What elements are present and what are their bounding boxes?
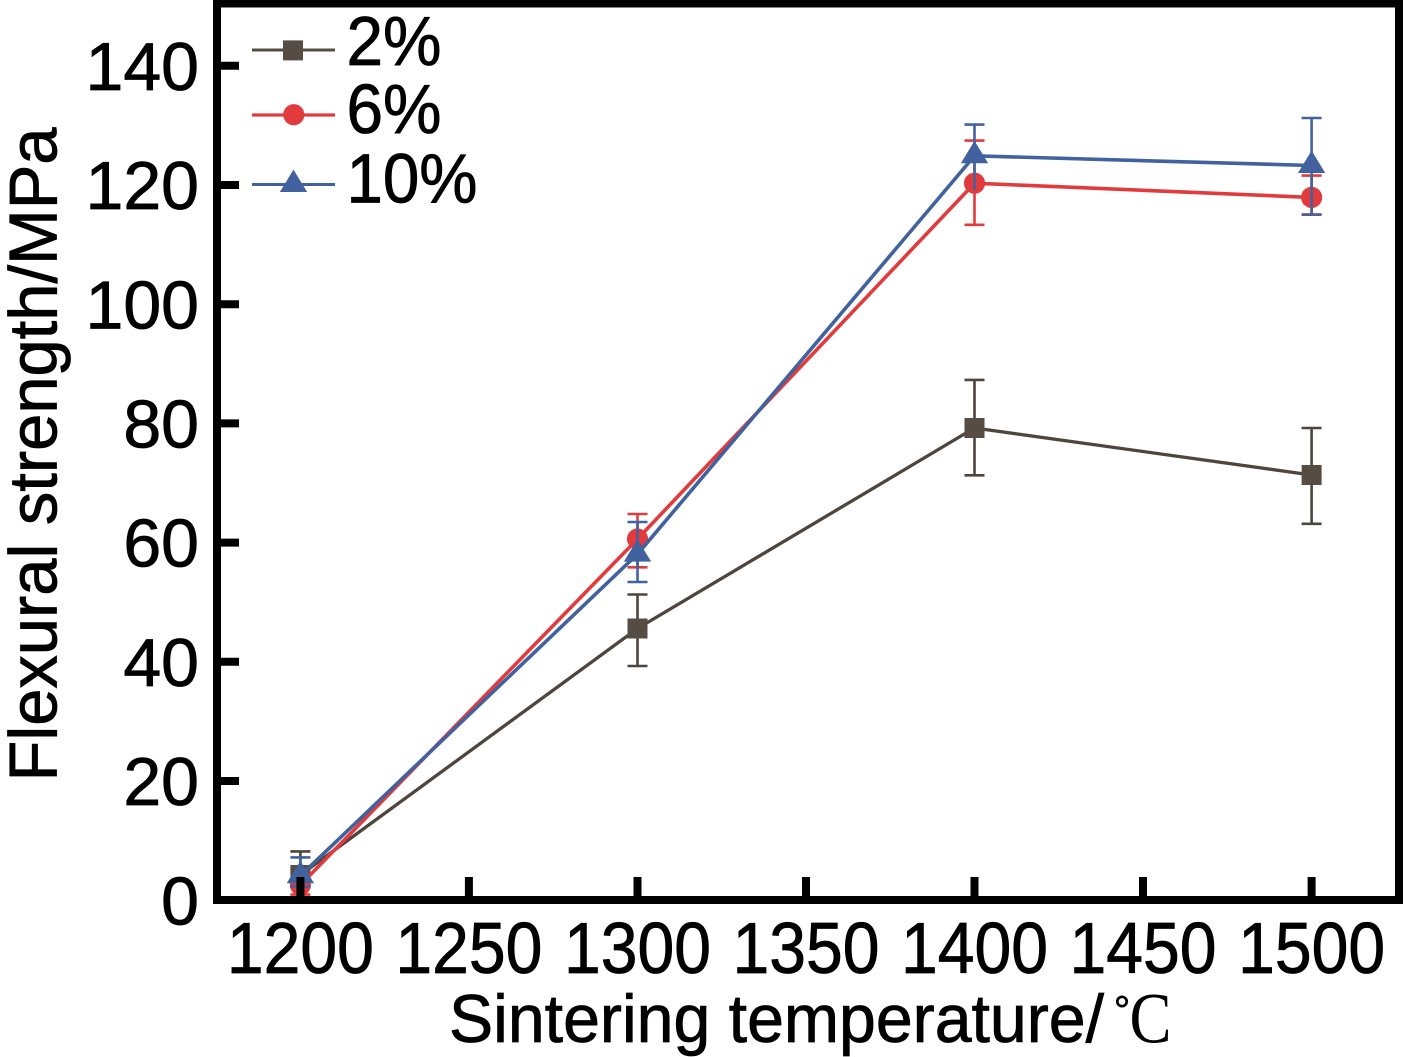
svg-text:Flexural strength/MPa: Flexural strength/MPa [0, 127, 72, 781]
svg-text:140: 140 [86, 29, 199, 105]
svg-text:20: 20 [123, 744, 199, 820]
svg-text:0: 0 [161, 863, 199, 939]
svg-text:1250: 1250 [395, 908, 542, 989]
svg-text:1500: 1500 [1238, 908, 1385, 989]
svg-text:1400: 1400 [901, 908, 1048, 989]
svg-text:1300: 1300 [564, 908, 711, 989]
svg-text:6%: 6% [347, 70, 442, 148]
svg-text:2%: 2% [347, 2, 442, 80]
svg-text:80: 80 [123, 387, 199, 463]
svg-text:40: 40 [123, 625, 199, 701]
svg-text:10%: 10% [347, 140, 478, 218]
svg-text:120: 120 [86, 148, 199, 224]
svg-text:100: 100 [86, 267, 199, 343]
svg-text:60: 60 [123, 506, 199, 582]
svg-text:1350: 1350 [733, 908, 880, 989]
svg-text:1450: 1450 [1070, 908, 1217, 989]
svg-text:1200: 1200 [227, 908, 374, 989]
svg-text:C: C [1130, 980, 1172, 1057]
svg-text:Sintering temperature/: Sintering temperature/ [449, 981, 1104, 1057]
